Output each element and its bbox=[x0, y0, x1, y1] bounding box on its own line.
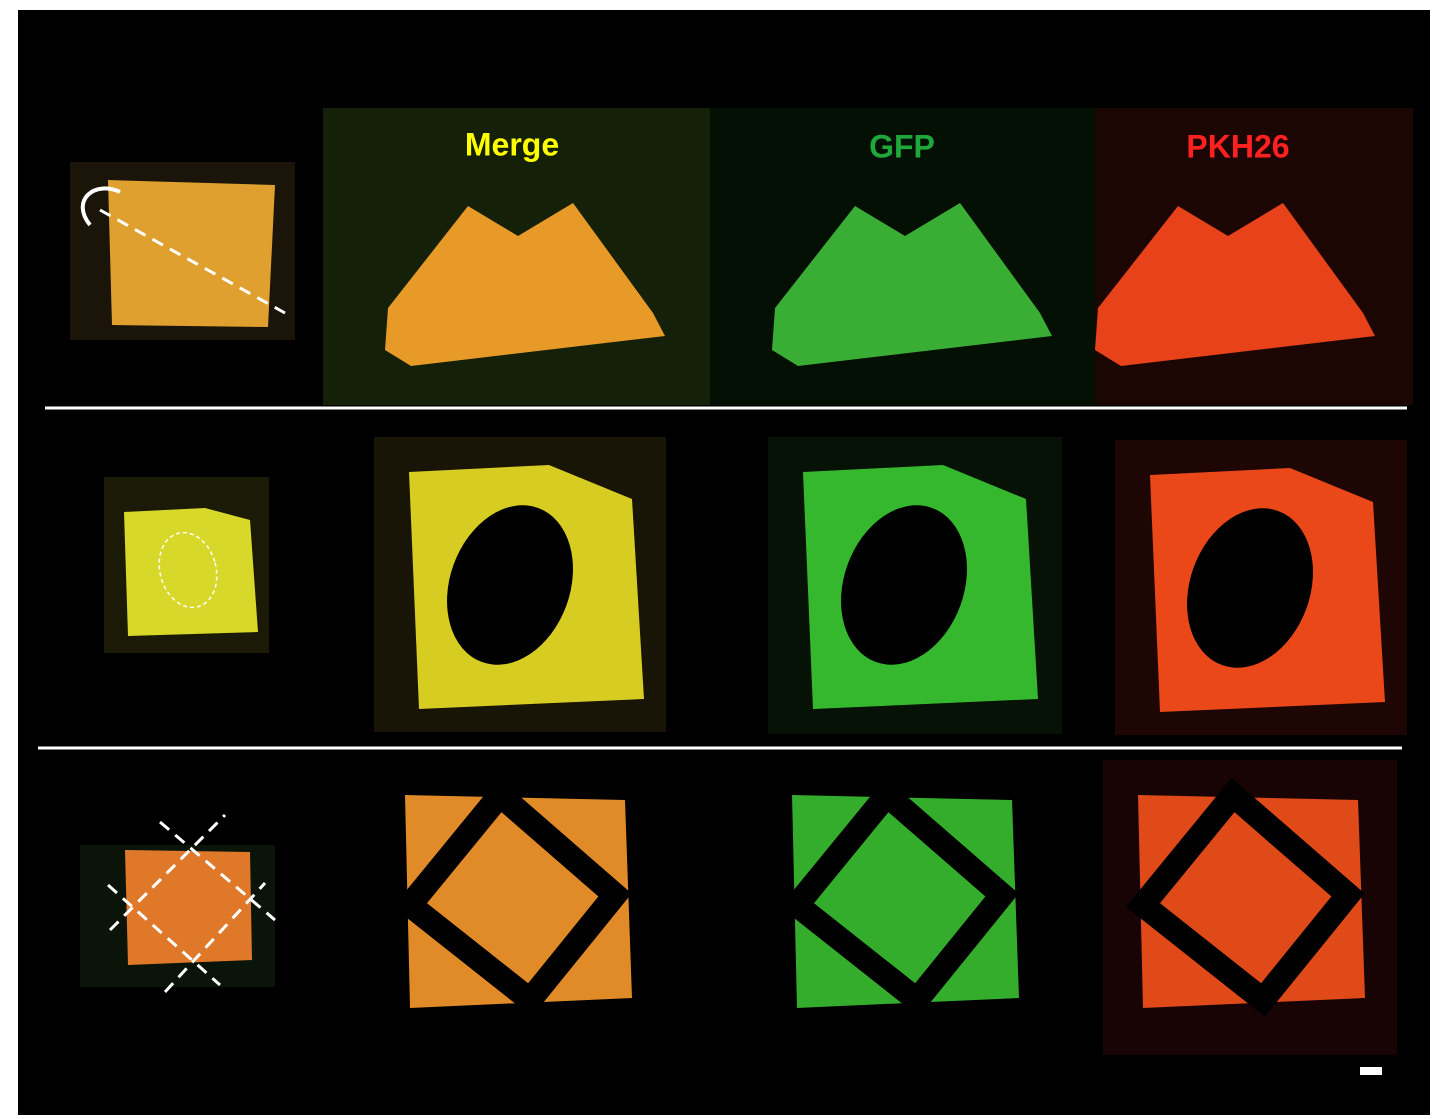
fold-arrow bbox=[80, 186, 121, 227]
hole bbox=[447, 505, 573, 665]
label-pkh26: PKH26 bbox=[1186, 128, 1289, 164]
panel-pkh26 bbox=[1103, 760, 1397, 1055]
cut-band bbox=[779, 777, 1019, 1017]
cut-lines bbox=[107, 813, 276, 994]
hole bbox=[841, 505, 967, 665]
cut-band bbox=[1125, 777, 1365, 1017]
row-2 bbox=[104, 437, 1407, 735]
fold-line bbox=[99, 208, 286, 315]
thumbnail-tissue bbox=[125, 850, 252, 965]
row-3 bbox=[80, 760, 1397, 1055]
thumbnail-tissue bbox=[108, 180, 275, 327]
panel-merge bbox=[392, 777, 632, 1017]
thumbnail-tissue bbox=[124, 508, 258, 636]
scale-bar bbox=[1360, 1067, 1382, 1075]
cut-outline bbox=[158, 531, 218, 609]
cut-band bbox=[392, 777, 632, 1017]
label-merge: Merge bbox=[465, 126, 559, 162]
panel-gfp bbox=[779, 777, 1019, 1017]
label-gfp: GFP bbox=[869, 128, 935, 164]
row-1: Merge GFP PKH26 bbox=[70, 108, 1413, 405]
hole bbox=[1187, 508, 1313, 668]
